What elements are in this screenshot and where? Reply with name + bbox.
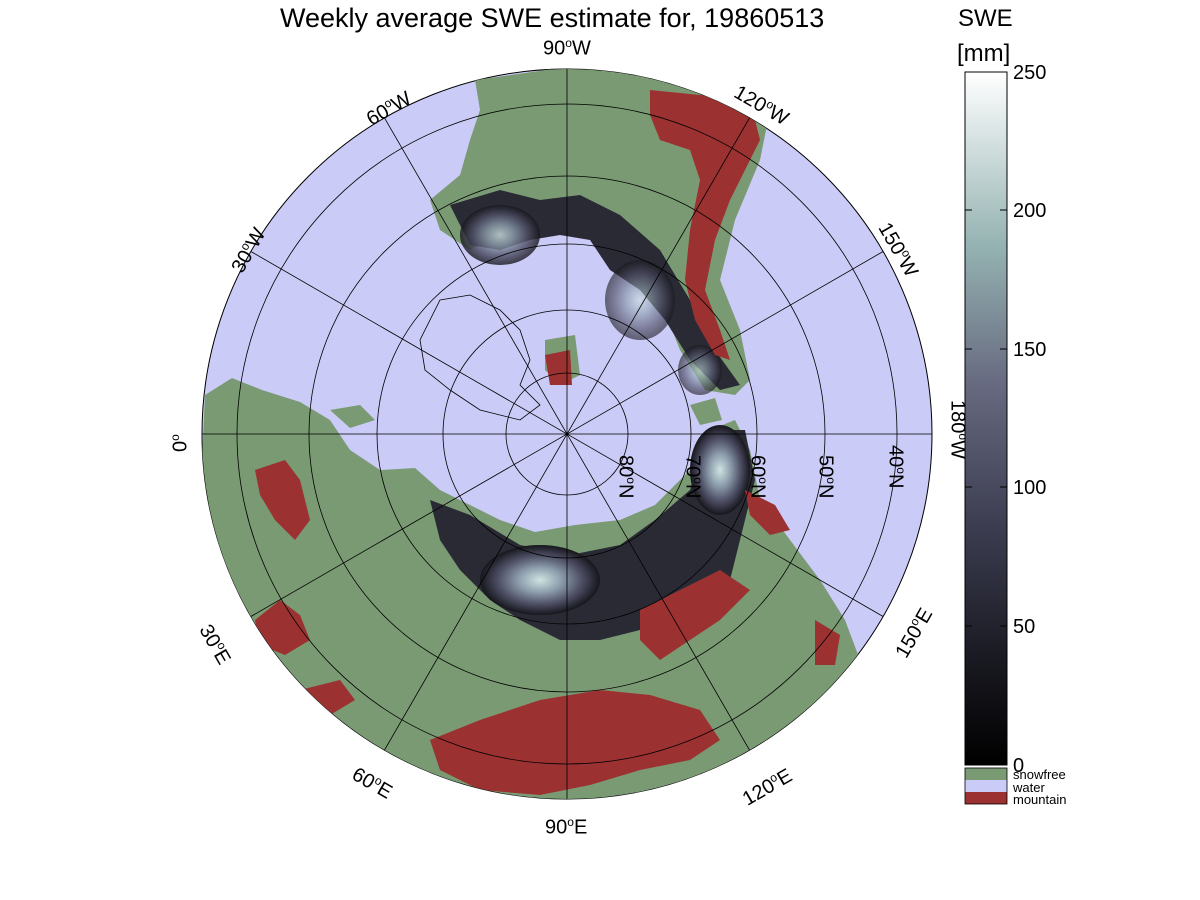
mountain-alps bbox=[255, 600, 310, 655]
colorbar-tick-250: 250 bbox=[1013, 62, 1046, 84]
legend-swatch-snowfree bbox=[965, 768, 1007, 780]
figure-title: Weekly average SWE estimate for, 1986051… bbox=[280, 3, 825, 33]
mountain-central-asia bbox=[430, 690, 720, 795]
colorbar-gradient bbox=[964, 71, 1008, 766]
legend-label-mountain: mountain bbox=[1013, 792, 1067, 807]
colorbar bbox=[964, 71, 1008, 805]
mountain-japan bbox=[815, 620, 840, 665]
graticule bbox=[202, 69, 932, 799]
colorbar-tick-50: 50 bbox=[1013, 616, 1035, 638]
lon-label-0: 0o bbox=[168, 434, 192, 452]
mountain-layer bbox=[255, 90, 840, 795]
colorbar-title-swe: SWE bbox=[958, 5, 1013, 32]
mountain-scandinavia bbox=[255, 460, 310, 540]
greenland bbox=[419, 294, 541, 421]
snow-peak-siberia bbox=[480, 545, 600, 615]
legend-label-water: water bbox=[1013, 780, 1045, 795]
lat-label-60n: 60oN bbox=[746, 455, 770, 499]
legend-label-snowfree: snowfree bbox=[1013, 767, 1066, 782]
colorbar-tick-100: 100 bbox=[1013, 477, 1046, 499]
lat-label-70n: 70oN bbox=[681, 455, 705, 499]
lat-label-80n: 80oN bbox=[614, 455, 638, 499]
snow-peak-kamchatka bbox=[690, 425, 750, 515]
colorbar-tick-150: 150 bbox=[1013, 339, 1046, 361]
legend-swatch-water bbox=[965, 780, 1007, 792]
colorbar-title-units: [mm] bbox=[957, 40, 1011, 67]
lon-label-180w: 180oW bbox=[946, 400, 970, 459]
colorbar-tick-0: 0 bbox=[1013, 755, 1024, 777]
meridian-150w-30e bbox=[250, 251, 884, 617]
lon-label-90e: 90oE bbox=[545, 815, 588, 839]
lat-label-50n: 50oN bbox=[814, 455, 838, 499]
colorbar-tick-200: 200 bbox=[1013, 200, 1046, 222]
mountain-rockies bbox=[650, 90, 760, 360]
mountain-east-siberia bbox=[640, 570, 750, 660]
lon-label-90w: 90oW bbox=[543, 36, 591, 60]
legend-swatch-mountain bbox=[965, 792, 1007, 804]
snow-layer bbox=[430, 190, 755, 640]
lat-label-40n: 40oN bbox=[884, 445, 908, 489]
